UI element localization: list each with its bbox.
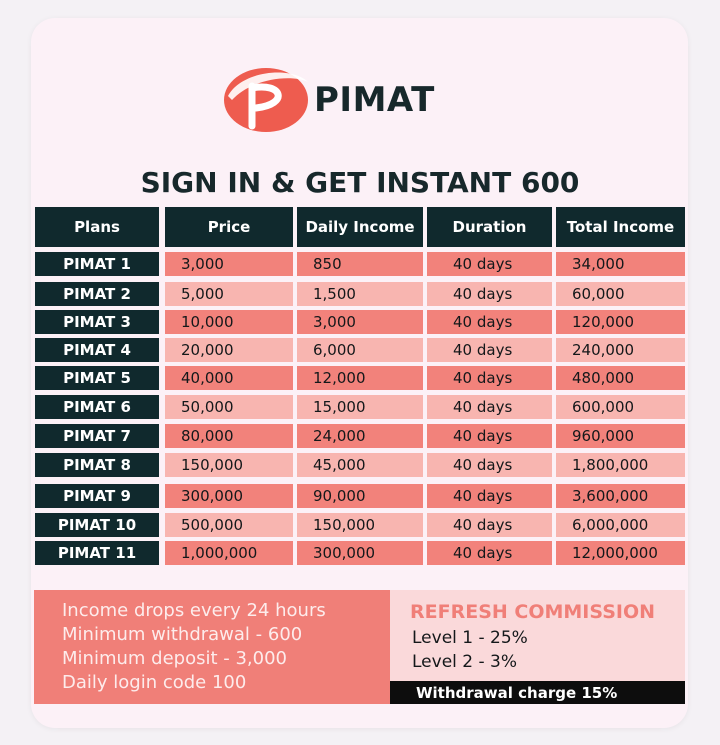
plan-name: PIMAT 5 [35,366,159,390]
info-panel: Income drops every 24 hours Minimum with… [34,590,390,704]
table-cell: 120,000 [556,310,685,334]
table-cell: 34,000 [556,252,685,276]
plan-name: PIMAT 7 [35,424,159,448]
table-cell: 15,000 [297,395,423,419]
table-cell: 3,000 [165,252,293,276]
table-cell: 40 days [427,282,552,306]
table-cell: 40,000 [165,366,293,390]
table-cell: 300,000 [165,484,293,508]
table-cell: 40 days [427,310,552,334]
info-line: Minimum deposit - 3,000 [62,648,287,669]
table-cell: 150,000 [297,513,423,537]
table-cell: 3,000 [297,310,423,334]
table-cell: 40 days [427,484,552,508]
commission-title: REFRESH COMMISSION [410,601,656,623]
table-cell: 10,000 [165,310,293,334]
commission-level: Level 1 - 25% [412,628,528,648]
plan-name: PIMAT 11 [35,541,159,565]
table-cell: 40 days [427,541,552,565]
table-cell: 45,000 [297,453,423,477]
p-swoosh-icon [224,68,308,132]
table-cell: 300,000 [297,541,423,565]
commission-panel: REFRESH COMMISSION Level 1 - 25% Level 2… [390,590,685,681]
table-cell: 5,000 [165,282,293,306]
table-cell: 80,000 [165,424,293,448]
table-cell: 6,000,000 [556,513,685,537]
table-header-2: Daily Income [297,207,423,247]
plan-name: PIMAT 10 [35,513,159,537]
table-cell: 40 days [427,513,552,537]
table-cell: 12,000 [297,366,423,390]
info-line: Minimum withdrawal - 600 [62,624,303,645]
table-cell: 600,000 [556,395,685,419]
table-header-0: Plans [35,207,159,247]
commission-level: Level 2 - 3% [412,652,518,672]
table-cell: 40 days [427,338,552,362]
info-line: Income drops every 24 hours [62,600,326,621]
table-cell: 1,000,000 [165,541,293,565]
table-cell: 24,000 [297,424,423,448]
page-title: SIGN IN & GET INSTANT 600 [140,166,580,199]
table-cell: 40 days [427,252,552,276]
plan-name: PIMAT 2 [35,282,159,306]
table-cell: 850 [297,252,423,276]
table-cell: 150,000 [165,453,293,477]
table-cell: 6,000 [297,338,423,362]
brand-logo: PIMAT [222,60,452,136]
table-cell: 480,000 [556,366,685,390]
table-cell: 40 days [427,424,552,448]
table-cell: 12,000,000 [556,541,685,565]
table-cell: 40 days [427,453,552,477]
table-cell: 1,500 [297,282,423,306]
plan-name: PIMAT 8 [35,453,159,477]
table-header-4: Total Income [556,207,685,247]
table-cell: 20,000 [165,338,293,362]
info-line: Daily login code 100 [62,672,247,693]
table-cell: 240,000 [556,338,685,362]
table-cell: 90,000 [297,484,423,508]
plan-name: PIMAT 3 [35,310,159,334]
table-cell: 60,000 [556,282,685,306]
table-cell: 50,000 [165,395,293,419]
plan-name: PIMAT 9 [35,484,159,508]
table-cell: 40 days [427,366,552,390]
table-cell: 1,800,000 [556,453,685,477]
plan-name: PIMAT 6 [35,395,159,419]
plan-name: PIMAT 1 [35,252,159,276]
table-header-3: Duration [427,207,552,247]
table-cell: 40 days [427,395,552,419]
table-cell: 960,000 [556,424,685,448]
table-cell: 500,000 [165,513,293,537]
table-cell: 3,600,000 [556,484,685,508]
brand-name: PIMAT [314,80,435,120]
withdrawal-charge-bar: Withdrawal charge 15% [390,681,685,704]
table-header-1: Price [165,207,293,247]
plan-name: PIMAT 4 [35,338,159,362]
